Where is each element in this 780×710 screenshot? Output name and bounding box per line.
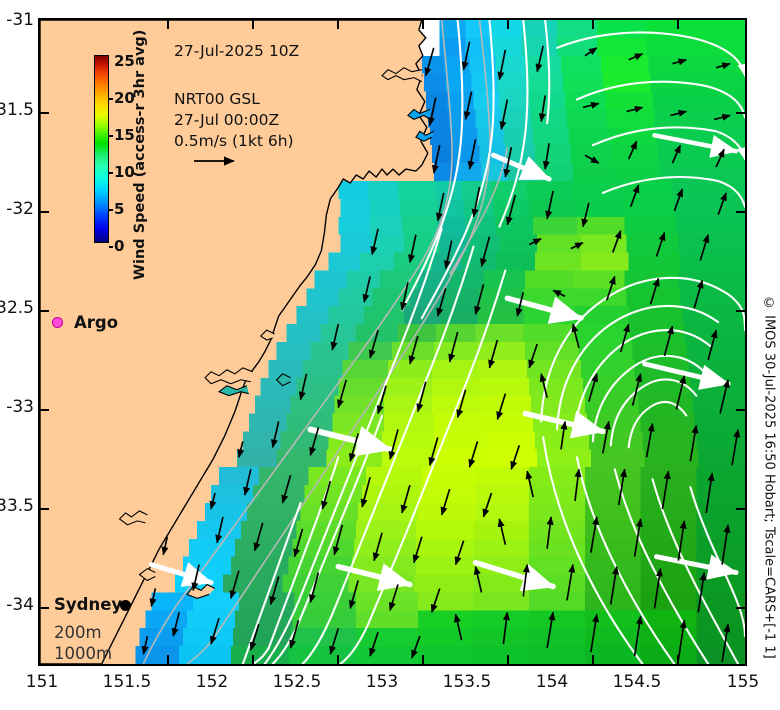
xtick-label-0: 151 [25, 672, 59, 692]
ytick-label-4: -33 [6, 397, 34, 417]
argo-legend: Argo [52, 313, 118, 332]
coastline-inlets [118, 67, 435, 599]
colorbar-tick-25: 25 [114, 52, 135, 70]
sydney-city-marker: Sydney [54, 595, 131, 614]
map-canvas [40, 20, 745, 664]
colorbar-tick-0: 0 [114, 237, 125, 255]
map-plot-area[interactable]: 27-Jul-2025 10Z NRT00 GSL 27-Jul 00:00Z … [38, 18, 747, 666]
xtick-label-6: 154 [535, 672, 569, 692]
ytick-label-2: -32 [6, 199, 34, 219]
credit-text: © IMOS 30-Jul-2025 16:50 Hobart; Tscale=… [761, 296, 777, 659]
source-time-label: 27-Jul 00:00Z [174, 111, 280, 129]
vector-scale-label: 0.5m/s (1kt 6h) [174, 132, 294, 150]
xtick-label-8: 155 [726, 672, 760, 692]
colorbar-tick-20: 20 [114, 89, 135, 107]
xtick-label-1: 151.5 [102, 672, 152, 692]
argo-legend-label: Argo [74, 313, 119, 332]
colorbar-title: Wind Speed (access-r 3hr avg) [132, 29, 148, 281]
xtick-label-5: 153.5 [442, 672, 492, 692]
ytick-label-5: -33.5 [0, 496, 34, 516]
ytick-label-3: -32.5 [0, 298, 34, 318]
colorbar-tick-10: 10 [114, 163, 135, 181]
ytick-label-1: -31.5 [0, 100, 34, 120]
xtick-label-7: 154.5 [612, 672, 662, 692]
colorbar-gradient [94, 55, 109, 243]
depth-label-200m: 200m [54, 623, 102, 642]
ytick-label-6: -34 [6, 595, 34, 615]
timestamp-label: 27-Jul-2025 10Z [174, 42, 300, 60]
colorbar-tick-5: 5 [114, 200, 125, 218]
source-model-label: NRT00 GSL [174, 90, 260, 108]
colorbar-tick-15: 15 [114, 126, 135, 144]
ytick-label-0: -31 [6, 10, 34, 30]
argo-circle-marker-icon [52, 317, 63, 328]
filled-circle-icon [120, 600, 131, 611]
xtick-label-4: 153 [365, 672, 399, 692]
sydney-label: Sydney [54, 595, 123, 614]
xtick-label-2: 152 [195, 672, 229, 692]
xtick-label-3: 152.5 [272, 672, 322, 692]
arrow-right-icon [194, 156, 235, 166]
wind-vector-field [141, 41, 741, 663]
colorbar: 0 5 10 15 20 25 Wind Speed (access-r 3hr… [50, 29, 170, 281]
depth-label-1000m: 1000m [54, 644, 113, 663]
